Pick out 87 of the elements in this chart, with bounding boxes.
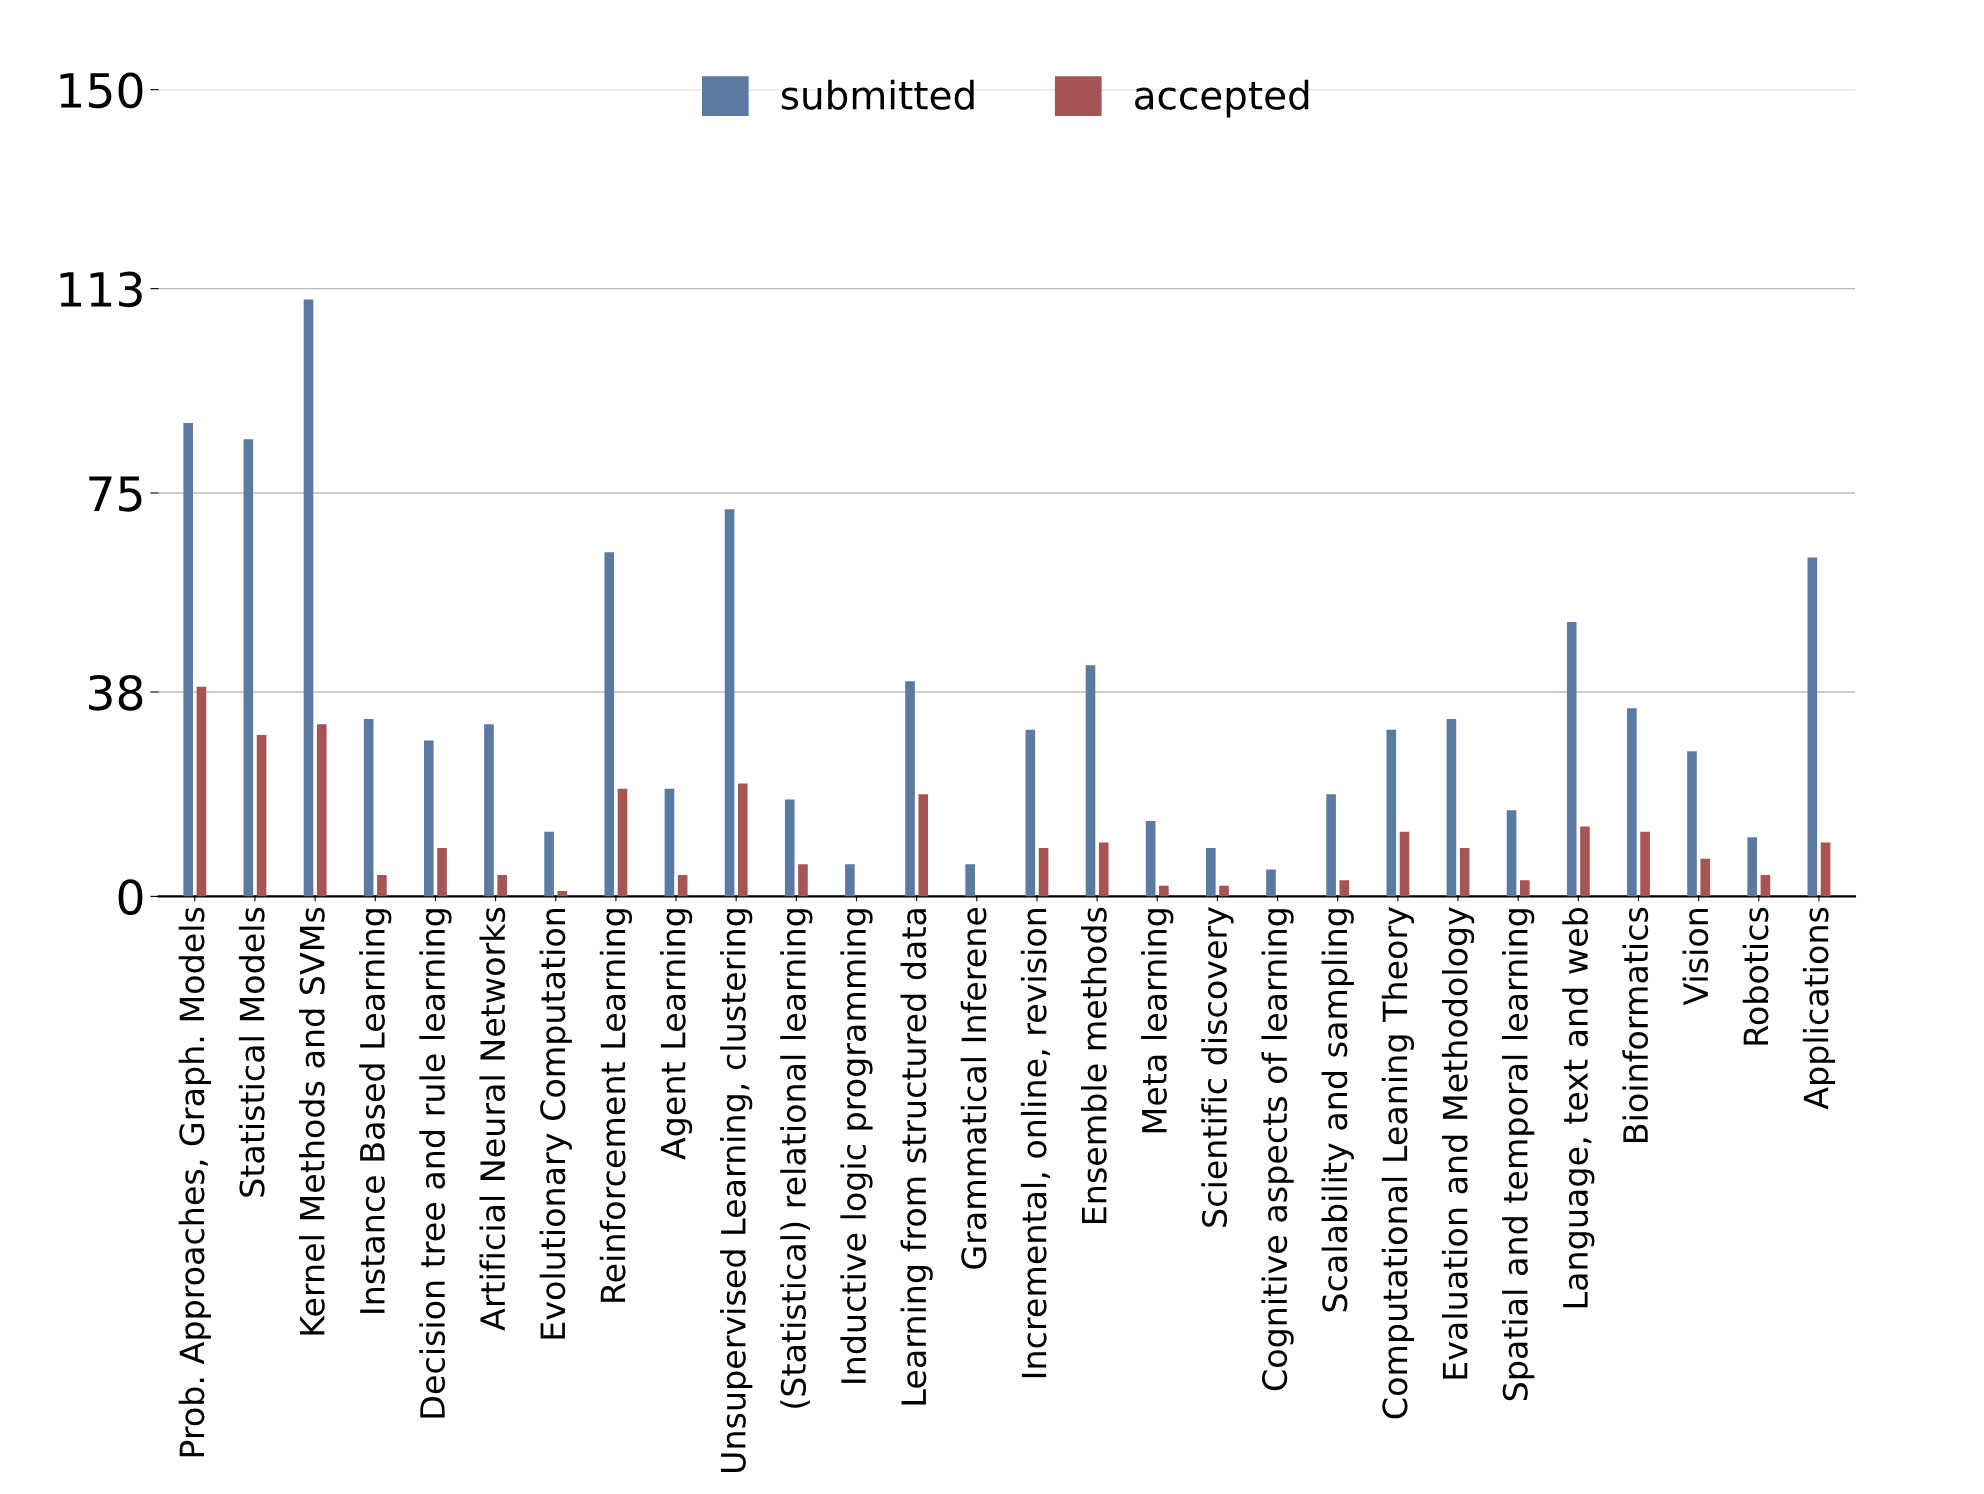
bar	[1219, 885, 1229, 897]
x-tick-label: Inductive logic programming	[840, 909, 873, 1383]
bar	[1339, 880, 1350, 897]
bar	[965, 864, 975, 897]
bar	[1098, 842, 1109, 897]
bar	[738, 783, 748, 897]
bar	[1085, 665, 1096, 897]
x-tick-label: Spatial and temporal learning	[1502, 909, 1535, 1401]
bar	[677, 874, 688, 897]
x-tick-label: Kernel Methods and SVMs	[298, 907, 325, 1335]
x-tick-label: Meta learning	[1141, 909, 1174, 1133]
y-tick-label: 38	[89, 674, 143, 711]
x-tick-label: Applications	[1802, 907, 1836, 1110]
bar	[183, 423, 194, 897]
bar	[303, 299, 314, 897]
x-tick-label: Evaluation and Methodology	[1441, 907, 1475, 1379]
bar	[1145, 821, 1156, 897]
x-tick-label: Bioinformatics	[1622, 907, 1649, 1142]
bar	[424, 740, 434, 897]
x-tick-label: Statistical Models	[238, 907, 265, 1197]
bar	[1747, 837, 1757, 897]
x-tick-label: Artificial Neural Networks	[479, 907, 506, 1331]
x-tick-label: Decision tree and rule learning	[419, 909, 452, 1418]
bar	[1038, 847, 1049, 897]
x-tick-label: Learning from structured data	[900, 909, 933, 1405]
bar	[1446, 718, 1457, 897]
bar	[905, 681, 915, 897]
legend-label: submitted	[781, 79, 974, 110]
bar	[1760, 874, 1771, 897]
bar	[1326, 794, 1336, 897]
x-tick-label: Instance Based Learning	[359, 909, 392, 1313]
x-tick-label: Cognitive aspects of learning	[1261, 909, 1294, 1391]
bar	[1386, 729, 1397, 897]
bar	[1025, 729, 1036, 897]
bar	[1159, 885, 1169, 897]
x-tick-label: Computational Leaning Theory	[1381, 907, 1415, 1419]
x-tick-label: Language, text and web	[1562, 907, 1595, 1308]
bar	[377, 874, 387, 897]
x-tick-label: Scalability and sampling	[1321, 909, 1354, 1312]
y-tick-label: 0	[118, 879, 143, 916]
bar	[724, 509, 735, 897]
bar	[544, 831, 554, 897]
bar	[256, 735, 267, 897]
x-tick-label: Prob. Approaches, Graph. Models	[178, 907, 211, 1457]
bar	[1519, 880, 1530, 897]
bar	[664, 788, 675, 897]
x-tick-label: Incremental, online, revision	[1020, 908, 1051, 1378]
y-tick-label: 113	[60, 271, 142, 308]
bar	[604, 552, 615, 897]
bar	[484, 724, 494, 897]
bar	[918, 794, 929, 897]
bar	[196, 686, 207, 897]
bar	[1820, 842, 1831, 897]
bar	[1459, 847, 1470, 897]
bar	[1266, 869, 1276, 897]
y-tick-label: 150	[60, 72, 143, 109]
bar	[845, 864, 855, 897]
x-tick-label: Vision	[1682, 908, 1709, 1006]
bar	[316, 724, 327, 897]
bar	[1687, 751, 1697, 897]
x-tick-label: Robotics	[1742, 907, 1769, 1045]
bar	[1580, 826, 1590, 897]
bar	[1700, 858, 1711, 897]
x-tick-label: Agent Learning	[659, 909, 693, 1160]
bar	[784, 799, 795, 897]
bar	[1807, 557, 1818, 897]
bar	[1205, 847, 1216, 897]
x-tick-label: Ensemble methods	[1080, 907, 1107, 1223]
x-tick-label: Reinforcement Learning	[599, 909, 633, 1302]
x-tick-label: Unsupervised Learning, clustering	[720, 909, 753, 1473]
bar	[437, 847, 447, 897]
bar	[1506, 810, 1517, 897]
bar	[1627, 708, 1637, 897]
x-tick-label: Evolutionary Computation	[539, 908, 572, 1339]
y-tick-label: 75	[89, 476, 142, 512]
x-tick-label: Grammatical Inferene	[960, 907, 987, 1269]
bar	[1566, 622, 1577, 897]
bar	[617, 788, 628, 897]
x-tick-label: Scientific discovery	[1201, 907, 1234, 1227]
bar	[1399, 831, 1410, 897]
x-tick-label: (Statistical) relational learning	[780, 909, 813, 1408]
bar	[363, 718, 374, 897]
bar	[243, 439, 254, 897]
bar	[798, 864, 808, 897]
legend-label: accepted	[1135, 79, 1309, 118]
bar	[497, 874, 508, 897]
bar	[1640, 831, 1650, 897]
